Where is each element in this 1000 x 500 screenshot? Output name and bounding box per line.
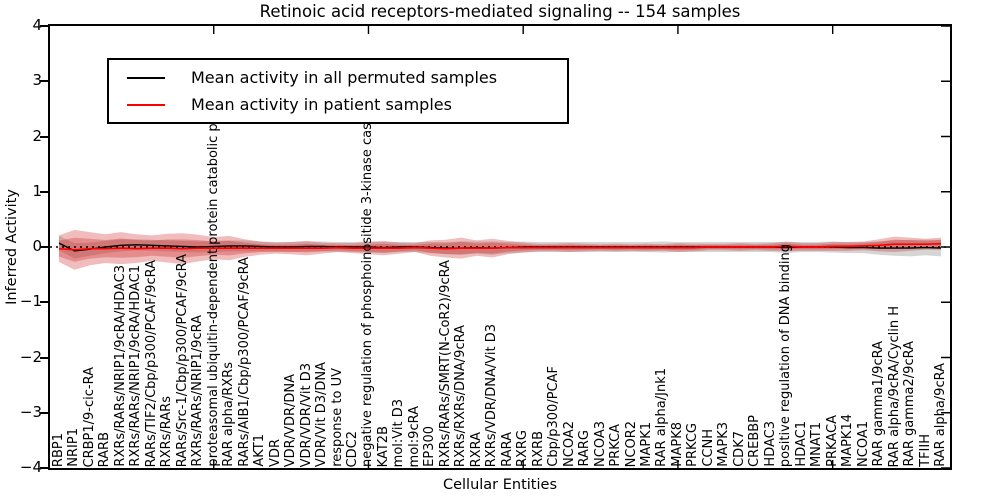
x-category-label: RARs/Src-1/Cbp/p300/PCAF/9cRA (174, 253, 190, 467)
x-category-label: VDR/VDR/Vit D3 (298, 362, 314, 467)
x-category-label: HDAC1 (793, 421, 809, 467)
plot-canvas (50, 26, 950, 468)
x-category-label: MAPK3 (716, 422, 732, 467)
y-tick-mark (40, 246, 48, 248)
x-category-label: RXRs/RARs/SMRT(N-CoR2)/9cRA (437, 259, 453, 467)
legend-label-permuted: Mean activity in all permuted samples (191, 67, 498, 87)
x-category-label: PRKCA (608, 424, 624, 467)
x-category-label: NCOA1 (855, 421, 871, 467)
x-category-label: VDR/Vit D3/DNA (314, 361, 330, 467)
x-category-label: mol:Vit D3 (391, 398, 407, 467)
y-tick-label: −1 (19, 292, 42, 311)
x-category-label: RAR alpha/9cRA (933, 363, 948, 467)
y-tick-label: −4 (19, 458, 42, 476)
y-tick-label: −3 (19, 402, 42, 421)
x-category-label: MAPK14 (840, 413, 856, 467)
y-tick-label: 3 (32, 71, 42, 90)
x-category-label: MAPK8 (669, 422, 685, 467)
x-category-label: NRIP1 (66, 428, 82, 467)
x-category-label: NCOR2 (623, 420, 639, 467)
x-category-label: MNAT1 (809, 421, 825, 467)
x-category-label: VDR/VDR/DNA (283, 373, 299, 467)
x-category-label: RXRs/RARs/NRIP1/9cRA/HDAC1 (128, 265, 144, 467)
x-category-label: Cbp/p300/PCAF (546, 366, 562, 467)
band-patient-std-inner (59, 237, 941, 262)
x-category-label: RXRA (468, 431, 484, 467)
x-category-label: RXRs/RARs (159, 395, 175, 467)
x-category-label: RXRs/RARs/NRIP1/9cRA/HDAC3 (112, 265, 128, 467)
x-axis-label: Cellular Entities (442, 477, 558, 493)
legend-label-patient: Mean activity in patient samples (191, 94, 452, 114)
x-category-label: negative regulation of phosphoinositide … (360, 116, 376, 467)
x-category-label: VDR (267, 439, 283, 467)
patient-line-swatch-icon (127, 103, 165, 106)
x-category-label: RAR alpha/9cRA/Cyclin H (886, 305, 902, 467)
x-category-label: RARA (499, 432, 515, 467)
permuted-line-swatch-icon (127, 76, 165, 79)
x-category-label: RAR alpha/Jnk1 (654, 368, 670, 467)
x-category-label: CDK7 (731, 431, 747, 467)
y-tick-mark (40, 467, 48, 469)
x-category-label: CCNH (700, 429, 716, 467)
x-category-label: positive regulation of DNA binding (778, 243, 794, 467)
y-tick-mark (40, 25, 48, 27)
y-tick-mark (40, 301, 48, 304)
x-category-label: PRKCG (685, 423, 701, 467)
x-category-label: CRBP1/9-cic-RA (81, 366, 97, 467)
band-patient-std-outer (59, 229, 941, 270)
x-category-label: RAR gamma1/9cRA (871, 341, 887, 467)
legend: Mean activity in all permuted samples Me… (107, 58, 569, 124)
x-category-label: RXRs/RARs/NRIP1/9cRA (190, 315, 206, 467)
x-category-label: AKT1 (252, 434, 268, 467)
plot-frame: RBP1 NRIP1 CRBP1/9-cic-RA RARB RXRs/RARs/NRI… (48, 24, 952, 470)
y-tick-label: 0 (32, 237, 42, 255)
x-category-label: RBP1 (51, 432, 66, 467)
line-patient-mean (58, 242, 942, 251)
x-category-label: HDAC3 (762, 421, 778, 467)
x-category-label: RAR alpha/RXRs (221, 362, 237, 467)
x-category-label: RARB (97, 431, 113, 467)
y-tick-label: 4 (32, 16, 42, 34)
x-category-label: proteasomal ubiquitin-dependent protein … (205, 118, 221, 467)
y-tick-mark (40, 80, 48, 83)
x-category-label: PRKACA (824, 415, 840, 467)
x-category-label: mol:9cRA (406, 405, 422, 467)
y-tick-mark (40, 356, 48, 359)
x-category-label: RARs/AIB1/Cbp/p300/PCAF/9cRA (236, 257, 252, 467)
x-category-label: RXRs/VDR/DNA/Vit D3 (484, 323, 500, 467)
y-tick-mark (40, 190, 48, 193)
x-category-label: RXRB (530, 431, 546, 467)
x-category-label: KAT2B (375, 425, 391, 467)
y-tick-mark (40, 135, 48, 138)
x-category-label: response to UV (329, 368, 345, 467)
x-category-label: CDC2 (345, 430, 360, 467)
y-tick-label: 2 (32, 126, 42, 145)
x-category-label: RAR gamma2/9cRA (902, 341, 918, 467)
x-category-label: MAPK1 (639, 422, 654, 467)
x-category-label: CREBBP (747, 415, 763, 467)
chart-title: Retinoic acid receptors-mediated signali… (259, 2, 741, 21)
y-tick-label: −2 (19, 347, 42, 366)
x-category-label: EP300 (422, 426, 438, 467)
x-category-label: RARG (577, 430, 593, 467)
legend-row-permuted: Mean activity in all permuted samples (127, 69, 567, 87)
legend-row-patient: Mean activity in patient samples (127, 96, 567, 114)
x-category-label: RARs/TIF2/Cbp/p300/PCAF/9cRA (143, 259, 159, 467)
x-category-label: TFIIH (917, 434, 933, 467)
x-category-label: RXRG (515, 429, 531, 467)
y-tick-label: 1 (32, 181, 42, 200)
x-category-label: NCOA3 (592, 421, 608, 467)
x-category-label: RXRs/RXRs/DNA/9cRA (453, 324, 469, 467)
x-category-label: NCOA2 (561, 421, 577, 467)
y-tick-mark (40, 411, 48, 414)
